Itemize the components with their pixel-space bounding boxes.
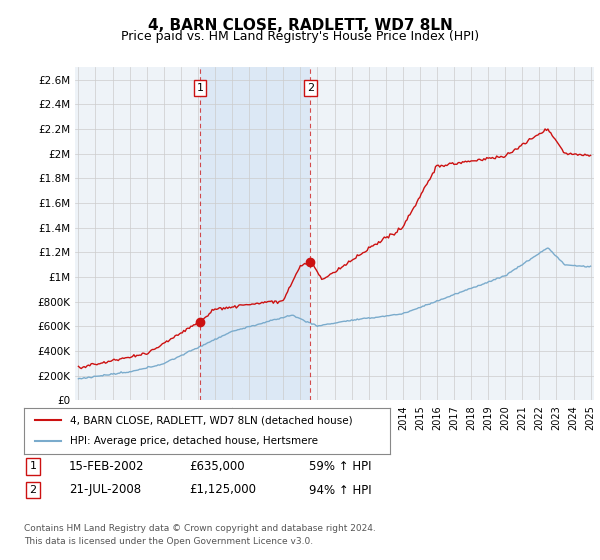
Bar bbox=[200, 67, 310, 400]
Text: 21-JUL-2008: 21-JUL-2008 bbox=[69, 483, 141, 497]
Text: 2: 2 bbox=[307, 83, 314, 93]
Text: 1: 1 bbox=[196, 83, 203, 93]
Text: 4, BARN CLOSE, RADLETT, WD7 8LN (detached house): 4, BARN CLOSE, RADLETT, WD7 8LN (detache… bbox=[70, 415, 352, 425]
Text: 1: 1 bbox=[29, 461, 37, 472]
Text: 59% ↑ HPI: 59% ↑ HPI bbox=[309, 460, 371, 473]
Text: 94% ↑ HPI: 94% ↑ HPI bbox=[309, 483, 371, 497]
Text: 4, BARN CLOSE, RADLETT, WD7 8LN: 4, BARN CLOSE, RADLETT, WD7 8LN bbox=[148, 18, 452, 33]
Text: £635,000: £635,000 bbox=[189, 460, 245, 473]
Text: 15-FEB-2002: 15-FEB-2002 bbox=[69, 460, 145, 473]
Text: Price paid vs. HM Land Registry's House Price Index (HPI): Price paid vs. HM Land Registry's House … bbox=[121, 30, 479, 43]
Text: 2: 2 bbox=[29, 485, 37, 495]
Text: £1,125,000: £1,125,000 bbox=[189, 483, 256, 497]
Text: HPI: Average price, detached house, Hertsmere: HPI: Average price, detached house, Hert… bbox=[70, 436, 318, 446]
Text: Contains HM Land Registry data © Crown copyright and database right 2024.
This d: Contains HM Land Registry data © Crown c… bbox=[24, 524, 376, 546]
